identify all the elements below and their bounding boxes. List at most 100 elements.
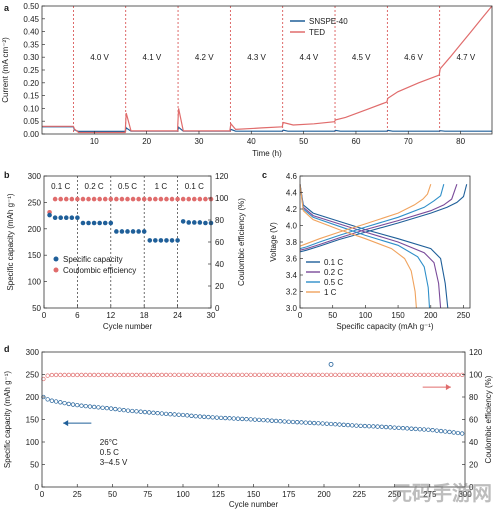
ce-point bbox=[316, 372, 321, 377]
ce-point bbox=[265, 372, 270, 377]
ce-point bbox=[155, 372, 160, 378]
panel-d-y2-axis-label: Coulombic efficiency (%) bbox=[484, 375, 493, 463]
ce-point bbox=[80, 196, 86, 202]
ce-point bbox=[108, 372, 114, 378]
capacity-point bbox=[114, 229, 119, 234]
ce-point bbox=[117, 372, 122, 378]
ce-point bbox=[92, 372, 97, 378]
capacity-point bbox=[52, 215, 58, 221]
ce-point bbox=[400, 372, 406, 377]
ce-axis-arrowhead bbox=[445, 384, 451, 391]
capacity-point bbox=[147, 410, 152, 415]
ce-point bbox=[252, 372, 258, 377]
panel-a-y-tick-label: 0.15 bbox=[23, 92, 39, 101]
capacity-point bbox=[63, 215, 69, 221]
panel-a-y-tick-label: 0.35 bbox=[23, 40, 39, 49]
panel-b-label: b bbox=[4, 170, 10, 180]
capacity-point bbox=[210, 415, 215, 420]
ce-point bbox=[134, 372, 139, 378]
panel-d-x-tick-label: 125 bbox=[212, 490, 226, 499]
voltage-step-label: 4.3 V bbox=[247, 53, 266, 62]
rate-label: 1 C bbox=[155, 182, 168, 191]
panel-d-x-axis-label: Cycle number bbox=[229, 500, 279, 509]
panel-c-x-tick-label: 150 bbox=[391, 311, 405, 320]
voltage-step-label: 4.6 V bbox=[404, 53, 423, 62]
capacity-point bbox=[362, 423, 368, 429]
panel-d-y2-tick-label: 40 bbox=[469, 438, 478, 447]
panel-d-x-tick-label: 175 bbox=[282, 490, 296, 499]
capacity-point bbox=[269, 418, 274, 423]
panel-c-x-tick-label: 100 bbox=[359, 311, 373, 320]
capacity-point bbox=[117, 407, 122, 412]
ce-point bbox=[333, 372, 338, 377]
panel-d-y2-tick-label: 80 bbox=[469, 393, 478, 402]
discharge-curve bbox=[299, 184, 431, 309]
panel-c-y-tick-label: 3.0 bbox=[286, 304, 298, 313]
ce-point bbox=[62, 372, 67, 378]
panel-b-x-tick-label: 24 bbox=[173, 311, 182, 320]
capacity-point bbox=[104, 406, 110, 411]
legend-label: 1 C bbox=[324, 288, 337, 297]
ce-outlier-point bbox=[328, 361, 334, 367]
panel-d-x-tick-label: 200 bbox=[317, 490, 331, 499]
ce-point bbox=[193, 372, 198, 377]
capacity-point bbox=[180, 412, 186, 418]
panel-d-x-tick-label: 25 bbox=[73, 490, 82, 499]
capacity-point bbox=[163, 411, 169, 417]
watermark-text: 元码手游网 bbox=[392, 481, 492, 505]
capacity-point bbox=[438, 428, 444, 434]
ce-point bbox=[256, 372, 262, 377]
legend-label: Specific capacity bbox=[63, 255, 123, 264]
ce-point bbox=[185, 372, 190, 377]
rate-label: 0.1 C bbox=[185, 182, 204, 191]
capacity-point bbox=[79, 403, 84, 408]
ce-point bbox=[189, 372, 194, 377]
capacity-point bbox=[290, 419, 296, 425]
ce-point bbox=[311, 372, 317, 377]
capacity-point bbox=[265, 418, 270, 423]
ce-point bbox=[136, 196, 141, 202]
ce-point bbox=[362, 372, 368, 377]
capacity-point bbox=[113, 406, 118, 412]
ce-point bbox=[354, 372, 359, 377]
capacity-point bbox=[227, 416, 232, 421]
ce-point bbox=[163, 372, 169, 378]
panel-c-y-axis-label: Voltage (V) bbox=[269, 222, 278, 262]
panel-b-y-tick-label: 200 bbox=[28, 225, 42, 234]
discharge-curve bbox=[299, 184, 417, 309]
legend-marker bbox=[53, 267, 59, 273]
ce-point bbox=[97, 196, 102, 202]
capacity-point bbox=[248, 417, 253, 422]
ce-point bbox=[303, 372, 308, 377]
capacity-point bbox=[286, 419, 291, 424]
ce-point bbox=[142, 372, 148, 378]
ce-point bbox=[295, 372, 300, 377]
capacity-point bbox=[119, 229, 125, 234]
condition-note: 26°C bbox=[100, 438, 118, 447]
panel-a-x-tick-label: 50 bbox=[299, 137, 308, 146]
ce-point bbox=[396, 372, 401, 377]
ce-point bbox=[138, 372, 143, 378]
panel-a-x-tick-label: 10 bbox=[90, 137, 99, 146]
panel-b-y2-tick-label: 40 bbox=[215, 260, 224, 269]
panel-d-x-tick-label: 75 bbox=[143, 490, 152, 499]
capacity-point bbox=[45, 397, 50, 402]
panel-c-label: c bbox=[262, 170, 267, 180]
panel-d-y-tick-label: 50 bbox=[30, 461, 39, 470]
capacity-point bbox=[153, 238, 158, 243]
ce-point bbox=[455, 372, 461, 377]
capacity-point bbox=[206, 414, 211, 420]
ce-point bbox=[203, 196, 208, 202]
ce-point bbox=[235, 372, 241, 377]
capacity-point bbox=[295, 420, 300, 425]
capacity-point bbox=[83, 403, 88, 409]
ce-point bbox=[417, 372, 423, 377]
capacity-point bbox=[176, 412, 181, 417]
capacity-point bbox=[303, 420, 308, 425]
ce-point bbox=[451, 372, 456, 377]
capacity-point bbox=[108, 220, 114, 226]
ce-point bbox=[87, 372, 93, 378]
ce-point bbox=[366, 372, 372, 377]
ce-point bbox=[320, 372, 325, 377]
capacity-point bbox=[421, 427, 427, 432]
